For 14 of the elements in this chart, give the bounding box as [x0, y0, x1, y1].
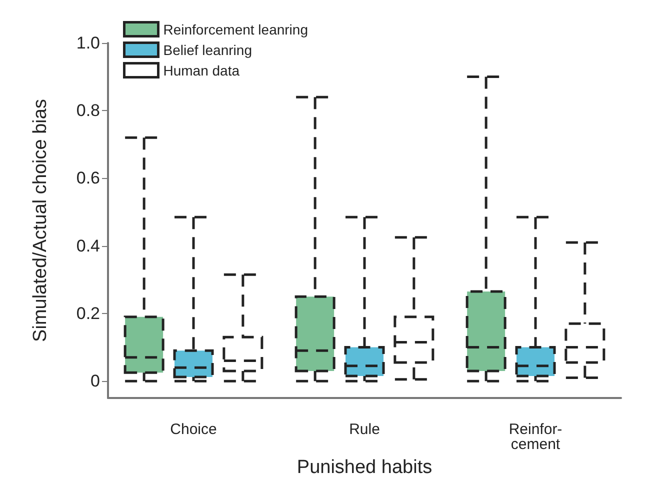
legend-label: Belief leanring [163, 42, 252, 58]
y-tick-label: 1.0 [76, 34, 100, 52]
x-tick-label: Choice [170, 421, 217, 438]
legend-label: Reinforcement leanring [163, 21, 308, 38]
y-tick-label: 0.2 [76, 304, 100, 323]
y-axis-title: Simulated/Actual choice bias [30, 99, 51, 342]
x-axis-title: Punished habits [296, 457, 432, 478]
y-tick-label: 0.4 [76, 236, 100, 256]
x-tick-label: Rule [349, 421, 380, 438]
y-tick-label: 0.8 [76, 101, 100, 120]
y-tick-label: 0 [90, 372, 100, 391]
y-tick-label: 0.6 [76, 168, 100, 188]
legend-label: Human data [163, 62, 240, 78]
x-tick-label: Reinfor- cement [508, 421, 562, 453]
